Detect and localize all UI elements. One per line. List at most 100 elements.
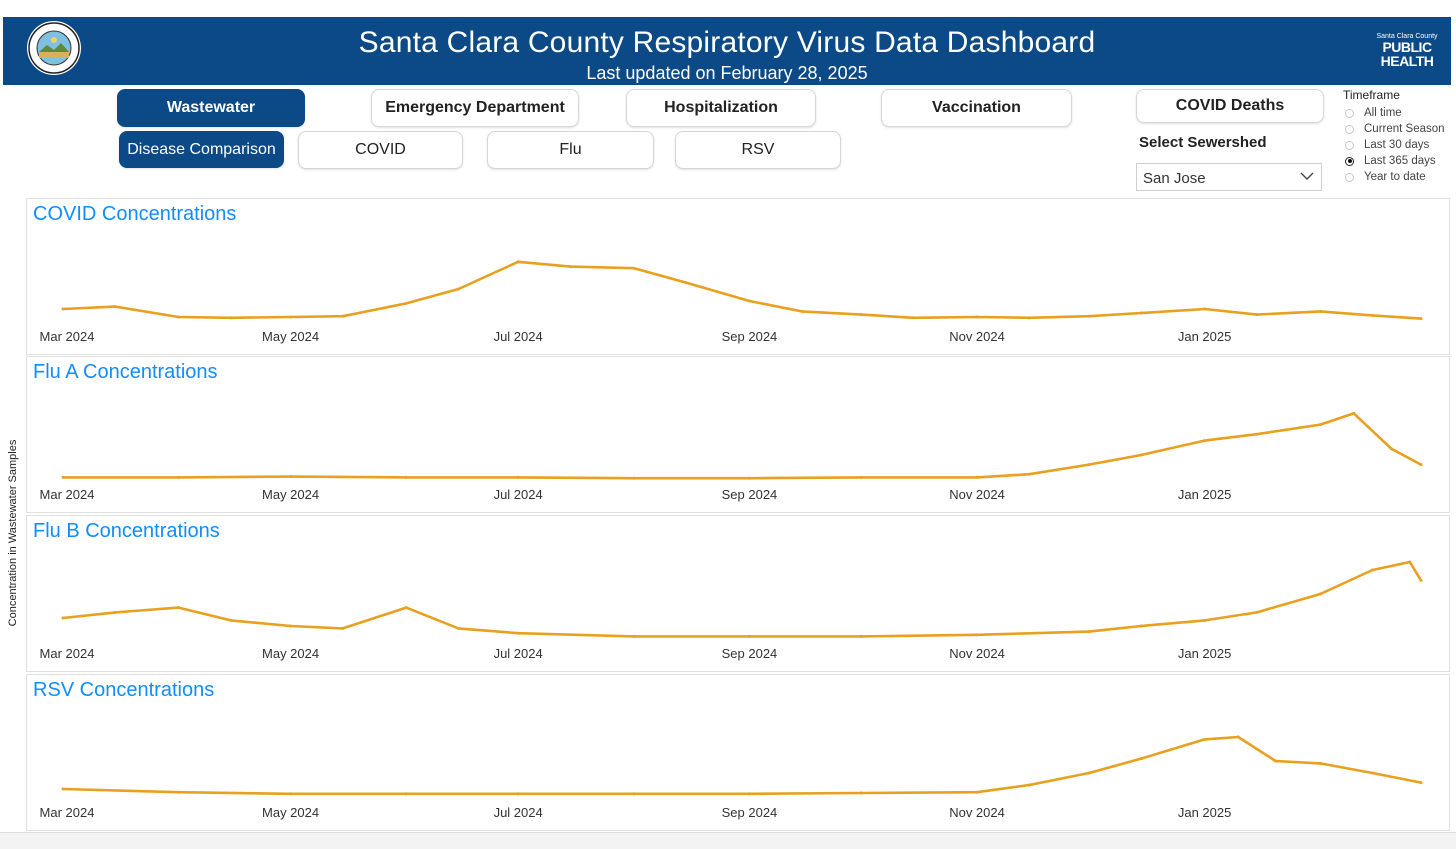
data-point[interactable] — [229, 618, 233, 622]
data-point[interactable] — [748, 476, 751, 480]
data-point[interactable] — [632, 476, 636, 480]
data-point[interactable] — [1389, 447, 1393, 451]
data-point[interactable] — [1274, 759, 1277, 763]
data-point[interactable] — [748, 792, 751, 796]
data-point[interactable] — [1203, 737, 1207, 741]
data-point[interactable] — [1139, 453, 1143, 457]
data-point[interactable] — [404, 475, 408, 479]
data-point[interactable] — [113, 610, 117, 614]
data-point[interactable] — [516, 260, 520, 264]
timeframe-option-last-365-days[interactable]: Last 365 days — [1345, 155, 1436, 167]
data-point[interactable] — [1139, 757, 1143, 761]
data-point[interactable] — [1419, 781, 1423, 785]
data-point[interactable] — [61, 307, 65, 311]
data-point[interactable] — [229, 316, 233, 320]
radio-selected-icon[interactable] — [1345, 156, 1354, 166]
data-point[interactable] — [1203, 439, 1207, 443]
data-point[interactable] — [1087, 771, 1091, 775]
data-point[interactable] — [1408, 560, 1412, 564]
data-point[interactable] — [1027, 472, 1031, 476]
data-point[interactable] — [516, 475, 520, 479]
data-point[interactable] — [975, 475, 979, 479]
data-point[interactable] — [1236, 735, 1240, 739]
data-point[interactable] — [1139, 311, 1143, 315]
data-point[interactable] — [1027, 783, 1031, 787]
data-point[interactable] — [61, 475, 65, 479]
data-point[interactable] — [632, 634, 636, 638]
data-point[interactable] — [1203, 307, 1207, 311]
data-point[interactable] — [289, 624, 293, 628]
timeframe-option-last-30-days[interactable]: Last 30 days — [1345, 139, 1429, 151]
radio-icon[interactable] — [1345, 140, 1354, 150]
timeframe-option-all-time[interactable]: All time — [1345, 107, 1402, 119]
tab-hospitalization[interactable]: Hospitalization — [626, 89, 816, 127]
data-point[interactable] — [341, 314, 345, 318]
data-point[interactable] — [516, 631, 520, 635]
data-point[interactable] — [568, 265, 572, 269]
data-point[interactable] — [1255, 432, 1259, 436]
data-point[interactable] — [1318, 592, 1322, 596]
data-point[interactable] — [404, 301, 408, 305]
data-point[interactable] — [61, 787, 65, 791]
data-point[interactable] — [61, 616, 65, 620]
data-point[interactable] — [859, 634, 863, 638]
tab-emergency-department[interactable]: Emergency Department — [371, 89, 579, 127]
data-point[interactable] — [632, 266, 636, 270]
radio-icon[interactable] — [1345, 124, 1354, 134]
data-point[interactable] — [289, 792, 293, 796]
tab-wastewater[interactable]: Wastewater — [117, 89, 305, 127]
data-point[interactable] — [859, 475, 863, 479]
data-point[interactable] — [177, 315, 181, 319]
data-point[interactable] — [1352, 411, 1356, 415]
tab-vaccination[interactable]: Vaccination — [881, 89, 1072, 127]
data-point[interactable] — [1203, 618, 1207, 622]
series-line[interactable] — [63, 412, 1422, 480]
data-point[interactable] — [341, 626, 345, 630]
data-point[interactable] — [975, 790, 979, 794]
data-point[interactable] — [859, 313, 863, 317]
data-point[interactable] — [859, 791, 863, 795]
data-point[interactable] — [1318, 423, 1322, 427]
data-point[interactable] — [975, 315, 979, 319]
sewershed-select[interactable]: San Jose — [1136, 163, 1322, 191]
subtab-covid[interactable]: COVID — [298, 131, 463, 169]
data-point[interactable] — [748, 299, 751, 303]
subtab-flu[interactable]: Flu — [487, 131, 654, 169]
data-point[interactable] — [177, 790, 181, 794]
data-point[interactable] — [1371, 313, 1374, 317]
data-point[interactable] — [457, 626, 460, 630]
timeframe-option-current-season[interactable]: Current Season — [1345, 123, 1445, 135]
data-point[interactable] — [1371, 568, 1374, 572]
data-point[interactable] — [516, 792, 520, 796]
data-point[interactable] — [1419, 463, 1423, 467]
data-point[interactable] — [1318, 309, 1322, 313]
data-point[interactable] — [1255, 313, 1259, 317]
data-point[interactable] — [1139, 624, 1143, 628]
data-point[interactable] — [177, 475, 181, 479]
timeframe-option-year-to-date[interactable]: Year to date — [1345, 171, 1426, 183]
data-point[interactable] — [684, 281, 688, 285]
subtab-disease-comparison[interactable]: Disease Comparison — [119, 131, 284, 168]
data-point[interactable] — [1087, 314, 1091, 318]
data-point[interactable] — [1419, 317, 1423, 321]
data-point[interactable] — [748, 634, 751, 638]
data-point[interactable] — [289, 315, 293, 319]
series-line[interactable] — [62, 260, 1422, 320]
data-point[interactable] — [1255, 610, 1259, 614]
radio-icon[interactable] — [1345, 172, 1354, 182]
data-point[interactable] — [1087, 630, 1091, 634]
data-point[interactable] — [404, 792, 408, 796]
data-point[interactable] — [800, 309, 804, 313]
data-point[interactable] — [1371, 771, 1374, 775]
data-point[interactable] — [1419, 578, 1423, 582]
data-point[interactable] — [177, 606, 181, 610]
data-point[interactable] — [1087, 463, 1091, 467]
series-line[interactable] — [62, 735, 1422, 796]
data-point[interactable] — [1318, 761, 1322, 765]
data-point[interactable] — [975, 633, 979, 637]
bottom-scrollbar[interactable] — [0, 832, 1456, 849]
series-line[interactable] — [62, 560, 1423, 638]
data-point[interactable] — [457, 287, 460, 291]
data-point[interactable] — [912, 316, 916, 320]
tab-covid-deaths[interactable]: COVID Deaths — [1136, 89, 1324, 123]
